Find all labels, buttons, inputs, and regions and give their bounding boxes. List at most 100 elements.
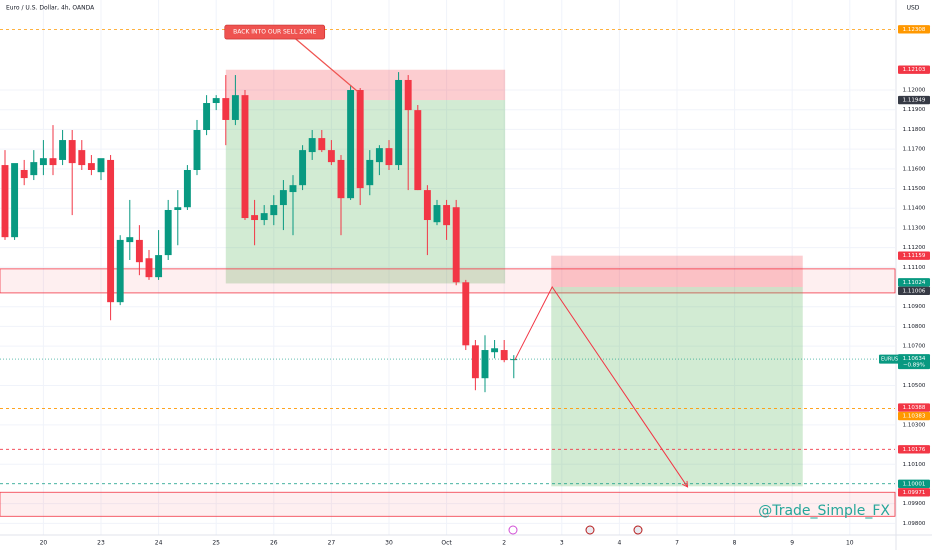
price-label: 1.12103: [903, 67, 926, 73]
candle-body: [212, 98, 220, 104]
y-tick-label: 1.11100: [903, 265, 926, 271]
event-icon[interactable]: [508, 525, 518, 535]
callout-pointer: [294, 37, 359, 93]
y-tick-label: 1.10500: [903, 383, 926, 389]
candle-body: [107, 159, 115, 303]
candle-body: [491, 348, 499, 353]
candle-body: [126, 237, 134, 243]
candle-body: [510, 359, 518, 361]
candle-body: [433, 205, 441, 223]
price-label-box: [898, 488, 930, 497]
candle-body: [164, 209, 172, 256]
candle-body: [39, 158, 47, 166]
x-tick-label: 26: [270, 540, 278, 547]
y-tick-label: 1.10100: [903, 462, 926, 468]
event-icon[interactable]: [585, 525, 595, 535]
y-tick-label: 1.10300: [903, 422, 926, 428]
candle-body: [289, 185, 297, 193]
candle-body: [385, 148, 393, 166]
x-tick-label: 20: [40, 540, 48, 547]
zone: [551, 287, 803, 487]
price-label-box: [898, 95, 930, 105]
price-label-box: [898, 445, 930, 454]
candle-body: [471, 345, 479, 379]
candle-body: [299, 150, 307, 186]
symbol-label: EURUSD: [881, 357, 902, 363]
candle-body: [500, 350, 508, 361]
x-tick-label: 27: [328, 540, 336, 547]
candle-body: [20, 169, 28, 179]
y-tick-label: 1.11500: [903, 186, 926, 192]
candle-body: [337, 159, 345, 199]
y-tick-label: 1.11200: [903, 245, 926, 251]
price-label-box: [898, 403, 930, 412]
current-change: −0.89%: [903, 363, 925, 369]
trade-arrow: [514, 286, 688, 488]
candle-body: [155, 255, 163, 278]
y-tick-label: 1.09800: [903, 521, 926, 527]
candle-body: [356, 90, 364, 189]
price-label-box: [898, 411, 930, 421]
price-label: 1.11159: [903, 253, 926, 259]
candle-body: [183, 169, 191, 208]
x-tick-label: 3: [560, 540, 564, 547]
candle-body: [97, 158, 105, 173]
price-label: 1.11024: [903, 280, 926, 286]
arrow-head: [681, 480, 689, 488]
candle-body: [318, 138, 326, 151]
x-tick-label: 4: [617, 540, 621, 547]
current-price-box: [898, 354, 930, 370]
price-label: 1.10383: [903, 414, 926, 420]
y-tick-label: 1.11700: [903, 147, 926, 153]
price-label-box: [898, 286, 930, 295]
zone: [225, 100, 506, 284]
x-tick-label: 24: [155, 540, 163, 547]
x-tick-label: 10: [846, 540, 854, 547]
candle-body: [452, 207, 460, 283]
y-tick-label: 1.11300: [903, 225, 926, 231]
x-tick-label: 9: [790, 540, 794, 547]
candle-body: [222, 98, 230, 120]
price-label: 1.11006: [903, 288, 926, 294]
price-label-box: [898, 278, 930, 287]
y-tick-label: 1.10700: [903, 344, 926, 350]
candle-body: [481, 350, 489, 379]
current-price: 1.10634: [903, 356, 926, 362]
y-tick-label: 1.09900: [903, 501, 926, 507]
plot-layer: BACK INTO OUR SELL ZONE: [0, 0, 896, 535]
event-icon[interactable]: [633, 525, 643, 535]
symbol-title: Euro / U.S. Dollar, 4h, OANDA: [6, 5, 95, 12]
y-tick-label: 1.11400: [903, 206, 926, 212]
candle-body: [145, 258, 153, 278]
price-label-box: [898, 25, 930, 34]
candle-body: [395, 79, 403, 166]
candle-body: [68, 140, 76, 164]
candle-body: [347, 90, 355, 199]
price-label-box: [898, 65, 930, 74]
price-label: 1.10388: [903, 405, 926, 411]
candle-body: [59, 140, 67, 160]
candle-body: [462, 282, 470, 346]
x-tick-label: 7: [675, 540, 679, 547]
candle-body: [279, 190, 287, 206]
watermark: @Trade_Simple_FX: [758, 503, 890, 519]
candle-body: [135, 239, 143, 263]
zone: [0, 491, 896, 517]
zone: [225, 69, 506, 101]
candle-body: [116, 239, 124, 303]
x-tick-label: 2: [502, 540, 506, 547]
candle-body: [87, 163, 95, 170]
candle-body: [11, 163, 19, 238]
y-tick-label: 1.11800: [903, 127, 926, 133]
currency: USD: [907, 5, 920, 12]
price-label: 1.11949: [903, 98, 926, 104]
candle-body: [423, 190, 431, 221]
zone: [551, 255, 803, 288]
y-tick-label: 1.11900: [903, 107, 926, 113]
price-label: 1.09971: [903, 490, 926, 496]
candle-body: [414, 110, 422, 191]
price-label: 1.10176: [903, 447, 926, 453]
candle-body: [270, 205, 278, 216]
callout-text: BACK INTO OUR SELL ZONE: [233, 29, 316, 36]
